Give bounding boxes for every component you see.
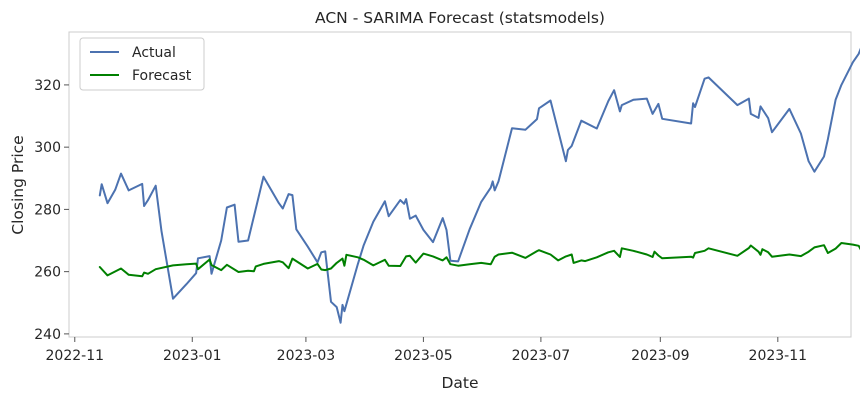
y-tick-label: 240 [34, 327, 61, 343]
series-line-actual [98, 47, 860, 324]
y-tick-label: 300 [34, 140, 61, 156]
x-axis-label: Date [441, 374, 478, 392]
chart-title: ACN - SARIMA Forecast (statsmodels) [315, 9, 605, 27]
y-axis-ticks: 240 260 280 300 320 [34, 78, 69, 343]
x-tick-label: 2023-07 [512, 348, 571, 364]
legend-label-forecast: Forecast [132, 68, 192, 84]
y-axis-label: Closing Price [9, 135, 27, 234]
x-tick-label: 2023-01 [163, 348, 222, 364]
legend-label-actual: Actual [132, 45, 176, 61]
x-tick-label: 2023-03 [277, 348, 336, 364]
y-tick-label: 260 [34, 265, 61, 281]
x-axis-ticks: 2022-11 2023-01 2023-03 2023-05 2023-07 2023-… [46, 337, 808, 364]
x-tick-label: 2023-05 [394, 348, 453, 364]
series-layer [98, 47, 860, 324]
x-tick-label: 2023-11 [749, 348, 808, 364]
y-tick-label: 280 [34, 202, 61, 218]
x-tick-label: 2022-11 [46, 348, 105, 364]
x-tick-label: 2023-09 [631, 348, 690, 364]
series-line-forecast [98, 242, 860, 278]
legend: Actual Forecast [79, 37, 205, 91]
y-tick-label: 320 [34, 78, 61, 94]
